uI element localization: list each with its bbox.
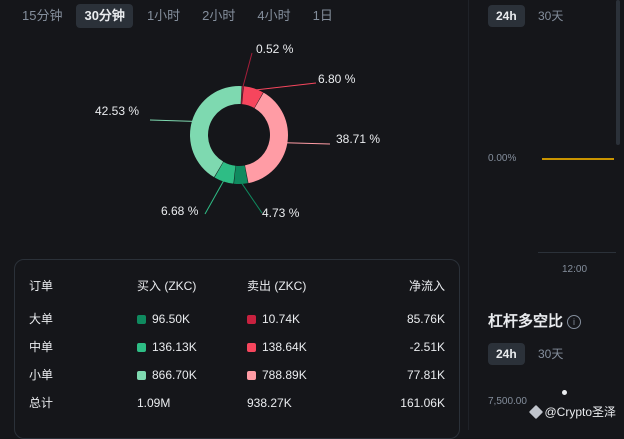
table-row: 中单 136.13K 138.64K -2.51K — [15, 337, 459, 357]
row-label: 大单 — [29, 312, 54, 326]
sell-cell: 788.89K — [247, 365, 307, 385]
sell-cell: 138.64K — [247, 337, 307, 357]
range-24h-button[interactable]: 24h — [488, 5, 525, 27]
leader-line — [240, 181, 263, 214]
net-value: -2.51K — [409, 340, 445, 354]
right-panel: 24h 30天 0.00% 12:00 杠杆多空比 i 24h 30天 7,500… — [478, 0, 624, 430]
buy-value: 136.13K — [152, 340, 197, 354]
buy-value: 866.70K — [152, 368, 197, 382]
x-axis-label: 12:00 — [562, 264, 588, 275]
slice-small-sell — [244, 92, 288, 184]
tab-1h[interactable]: 1小时 — [146, 8, 181, 23]
pct-label-large-buy: 4.73 % — [262, 206, 300, 220]
info-icon[interactable]: i — [567, 315, 582, 329]
binance-square-icon — [529, 404, 544, 419]
buy-cell: 866.70K — [137, 365, 197, 385]
leader-line — [204, 179, 225, 215]
sell-swatch — [247, 315, 256, 324]
total-label: 总计 — [29, 396, 54, 410]
pct-label-large-sell: 0.52 % — [256, 42, 294, 56]
tab-15m[interactable]: 15分钟 — [22, 8, 63, 23]
section-title: 杠杆多空比 i — [488, 310, 582, 331]
y-axis-label: 0.00% — [488, 153, 517, 164]
tab-30m[interactable]: 30分钟 — [76, 4, 133, 28]
buy-cell: 96.50K — [137, 309, 190, 329]
scrollbar[interactable] — [616, 0, 620, 145]
timeframe-tabs: 15分钟 30分钟 1小时 2小时 4小时 1日 — [14, 4, 341, 28]
table-row: 大单 96.50K 10.74K 85.76K — [15, 309, 459, 329]
slice-large-buy — [233, 165, 248, 184]
donut-svg — [149, 52, 331, 215]
total-buy: 1.09M — [137, 396, 171, 410]
tab-2h[interactable]: 2小时 — [202, 8, 236, 23]
pct-label-small-sell: 38.71 % — [336, 132, 381, 146]
leader-line — [149, 119, 195, 122]
slice-large-sell — [241, 86, 244, 105]
pct-label-small-buy: 42.53 % — [95, 104, 140, 118]
sell-value: 788.89K — [262, 368, 307, 382]
slice-medium-buy — [214, 161, 236, 184]
panel-divider — [468, 0, 469, 430]
y-axis-label-2: 7,500.00 — [488, 396, 527, 407]
buy-value: 96.50K — [152, 312, 191, 326]
sell-value: 10.74K — [262, 312, 301, 326]
watermark-text: @Crypto圣泽 — [544, 405, 616, 419]
watermark: @Crypto圣泽 — [529, 403, 616, 420]
row-label: 中单 — [29, 340, 54, 354]
table-row: 小单 866.70K 788.89K 77.81K — [15, 365, 459, 385]
buy-cell: 136.13K — [137, 337, 197, 357]
leverage-long-short-title: 杠杆多空比 — [488, 313, 564, 330]
leader-line — [242, 52, 253, 89]
row-label: 小单 — [29, 368, 54, 382]
buy-swatch — [137, 343, 146, 352]
order-flow-donut: 0.52 % 6.80 % 38.71 % 4.73 % 6.68 % 42.5… — [0, 28, 470, 248]
header-buy: 买入 (ZKC) — [137, 279, 197, 293]
chart-point — [562, 390, 567, 395]
total-sell: 938.27K — [247, 396, 292, 410]
slice-small-buy — [189, 86, 242, 178]
range-30d-button[interactable]: 30天 — [538, 9, 564, 23]
tab-1d[interactable]: 1日 — [312, 8, 333, 23]
order-flow-table: 订单 买入 (ZKC) 卖出 (ZKC) 净流入 大单 96.50K 10.74… — [14, 259, 460, 439]
total-net: 161.06K — [400, 396, 445, 410]
leader-line — [285, 142, 331, 145]
sell-swatch — [247, 343, 256, 352]
buy-swatch — [137, 315, 146, 324]
sell-value: 138.64K — [262, 340, 307, 354]
slice-medium-sell — [242, 86, 264, 109]
header-order: 订单 — [29, 279, 54, 293]
x-axis-line — [538, 252, 616, 253]
pct-label-medium-sell: 6.80 % — [318, 72, 356, 86]
header-net: 净流入 — [408, 279, 445, 293]
table-header: 订单 买入 (ZKC) 卖出 (ZKC) 净流入 — [15, 276, 459, 296]
tab-4h[interactable]: 4小时 — [257, 8, 291, 23]
range-24h-button-2[interactable]: 24h — [488, 343, 525, 365]
sell-swatch — [247, 371, 256, 380]
header-sell: 卖出 (ZKC) — [247, 279, 307, 293]
net-value: 85.76K — [406, 312, 445, 326]
table-total-row: 总计 1.09M 938.27K 161.06K — [15, 393, 459, 413]
sell-cell: 10.74K — [247, 309, 300, 329]
ratio-line — [542, 158, 614, 160]
buy-swatch — [137, 371, 146, 380]
net-value: 77.81K — [406, 368, 445, 382]
range-30d-button-2[interactable]: 30天 — [538, 347, 564, 361]
leader-line — [253, 82, 317, 91]
pct-label-medium-buy: 6.68 % — [161, 204, 199, 218]
